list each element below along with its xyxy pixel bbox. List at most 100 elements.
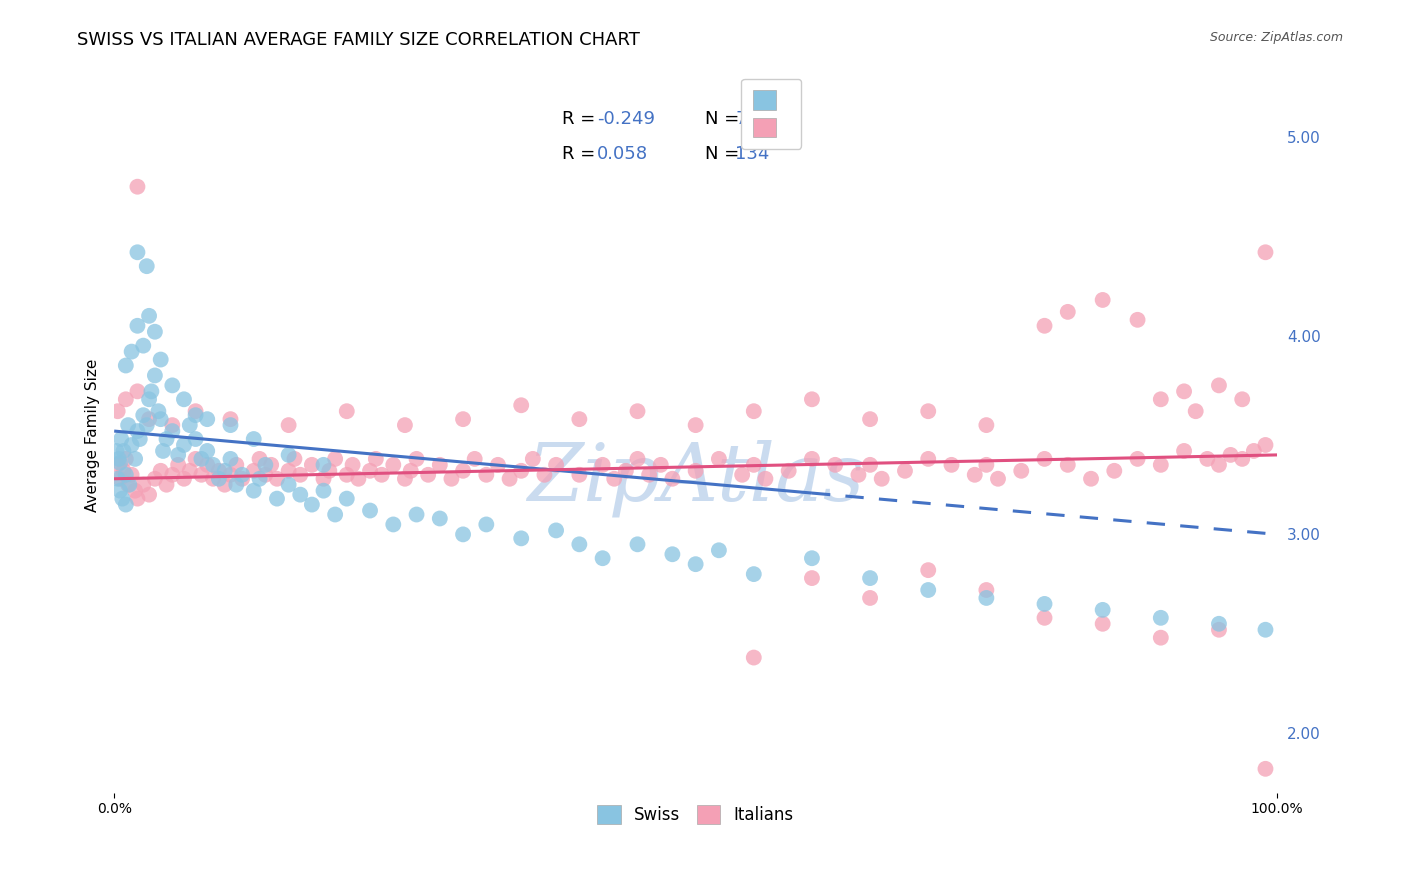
Point	[405, 451, 427, 466]
Point	[1150, 392, 1173, 407]
Point	[112, 444, 135, 458]
Point	[894, 464, 917, 478]
Point	[592, 551, 614, 566]
Point	[108, 456, 131, 470]
Point	[342, 458, 364, 472]
Point	[451, 464, 474, 478]
Point	[208, 464, 231, 478]
Point	[1056, 305, 1078, 319]
Point	[318, 464, 340, 478]
Point	[1219, 448, 1241, 462]
Point	[124, 451, 146, 466]
Point	[121, 467, 143, 482]
Point	[127, 179, 149, 194]
Point	[184, 408, 207, 422]
Point	[277, 464, 299, 478]
Text: 77: 77	[735, 110, 758, 128]
Point	[976, 582, 998, 597]
Point	[301, 458, 323, 472]
Point	[127, 318, 149, 333]
Text: Source: ZipAtlas.com: Source: ZipAtlas.com	[1209, 31, 1343, 45]
Point	[155, 477, 177, 491]
Point	[112, 464, 135, 478]
Point	[418, 467, 440, 482]
Point	[917, 582, 939, 597]
Point	[1150, 631, 1173, 645]
Point	[546, 524, 568, 538]
Point	[800, 451, 823, 466]
Point	[568, 412, 591, 426]
Point	[242, 432, 264, 446]
Point	[135, 259, 157, 273]
Point	[121, 438, 143, 452]
Point	[1254, 245, 1277, 260]
Point	[1033, 597, 1056, 611]
Point	[132, 338, 155, 352]
Point	[1033, 451, 1056, 466]
Point	[114, 359, 136, 373]
Point	[987, 472, 1010, 486]
Point	[127, 384, 149, 399]
Point	[128, 432, 150, 446]
Point	[394, 472, 416, 486]
Point	[117, 418, 139, 433]
Point	[364, 451, 387, 466]
Point	[148, 404, 170, 418]
Point	[685, 557, 707, 571]
Point	[1208, 616, 1230, 631]
Point	[1104, 464, 1126, 478]
Point	[277, 448, 299, 462]
Point	[731, 467, 754, 482]
Point	[143, 325, 166, 339]
Point	[323, 508, 346, 522]
Point	[266, 491, 288, 506]
Point	[195, 412, 218, 426]
Point	[225, 477, 247, 491]
Text: N =: N =	[704, 110, 745, 128]
Point	[114, 392, 136, 407]
Point	[870, 472, 893, 486]
Point	[800, 551, 823, 566]
Point	[568, 537, 591, 551]
Point	[976, 458, 998, 472]
Point	[370, 467, 392, 482]
Point	[1091, 603, 1114, 617]
Point	[127, 424, 149, 438]
Point	[1091, 293, 1114, 307]
Point	[399, 464, 422, 478]
Point	[202, 458, 225, 472]
Point	[451, 527, 474, 541]
Point	[742, 404, 765, 418]
Point	[707, 451, 730, 466]
Point	[155, 432, 177, 446]
Point	[1150, 611, 1173, 625]
Point	[173, 438, 195, 452]
Point	[429, 458, 451, 472]
Point	[249, 451, 271, 466]
Point	[429, 511, 451, 525]
Point	[107, 472, 129, 486]
Point	[290, 467, 312, 482]
Point	[359, 464, 381, 478]
Point	[1254, 762, 1277, 776]
Point	[800, 571, 823, 585]
Point	[114, 451, 136, 466]
Point	[184, 451, 207, 466]
Point	[685, 418, 707, 433]
Point	[1197, 451, 1219, 466]
Point	[127, 491, 149, 506]
Point	[638, 467, 661, 482]
Point	[1184, 404, 1206, 418]
Point	[121, 344, 143, 359]
Point	[152, 444, 174, 458]
Point	[124, 483, 146, 498]
Point	[336, 467, 359, 482]
Point	[149, 352, 172, 367]
Point	[510, 398, 533, 412]
Point	[277, 477, 299, 491]
Point	[283, 451, 305, 466]
Point	[108, 451, 131, 466]
Point	[214, 477, 236, 491]
Point	[167, 458, 190, 472]
Point	[824, 458, 846, 472]
